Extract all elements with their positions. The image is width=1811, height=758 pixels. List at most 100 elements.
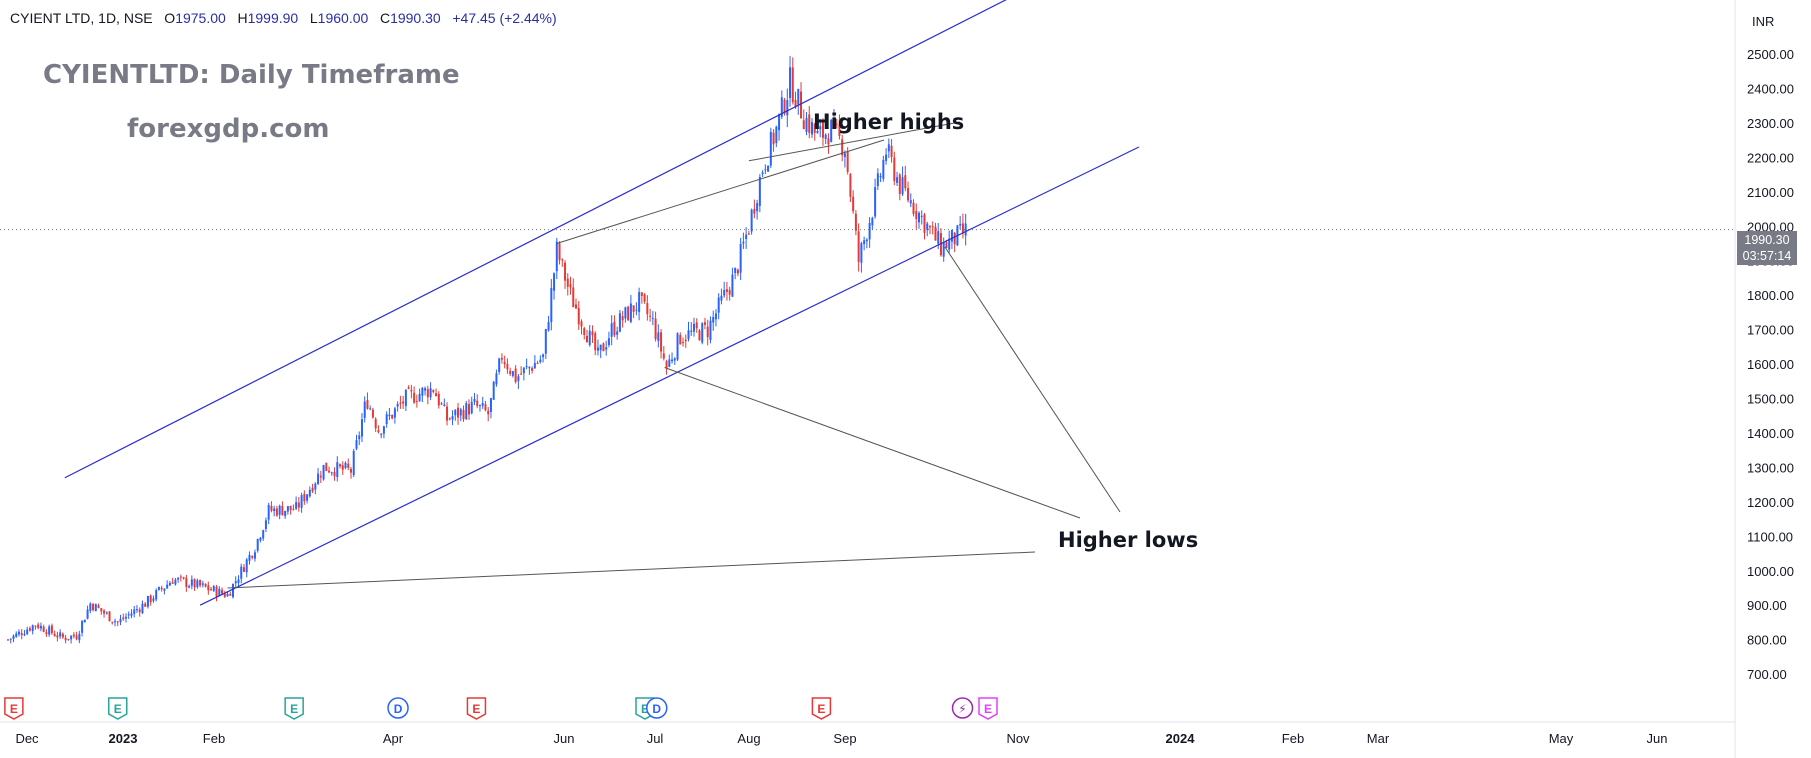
event-label: E: [472, 702, 480, 716]
candle-down: [706, 326, 709, 338]
candle-up: [451, 416, 454, 420]
candle-up: [284, 510, 287, 517]
price-tick-label: 1000.00: [1747, 564, 1794, 579]
candle-up: [860, 243, 863, 263]
candle-up: [673, 358, 676, 361]
price-tick-label: 2300.00: [1747, 116, 1794, 131]
candle-down: [841, 139, 844, 156]
candle-up: [190, 579, 193, 586]
candle-down: [915, 211, 918, 219]
candle-up: [717, 297, 720, 313]
candle-up: [824, 134, 827, 139]
candle-up: [94, 604, 97, 612]
pointer-high-2: [748, 121, 961, 162]
change-value: +47.45 (+2.44%): [452, 10, 557, 26]
candle-down: [682, 342, 685, 344]
candle-up: [553, 273, 556, 291]
event-label: E: [817, 702, 825, 716]
candle-up: [355, 440, 358, 449]
candle-up: [797, 88, 800, 105]
pointer-low-1: [227, 551, 1036, 589]
candle-up: [657, 332, 660, 341]
candle-down: [904, 175, 907, 189]
candle-down: [627, 306, 630, 321]
symbol-legend[interactable]: CYIENT LTD, 1D, NSE O1975.00 H1999.90 L1…: [10, 10, 557, 26]
candle-down: [426, 389, 429, 398]
candle-down: [800, 91, 803, 119]
candle-down: [415, 400, 418, 402]
candle-down: [684, 339, 687, 342]
candle-up: [369, 408, 372, 410]
candle-up: [701, 323, 704, 343]
candle-down: [333, 472, 336, 477]
candle-up: [876, 173, 879, 187]
candle-up: [926, 223, 929, 230]
candle-up: [23, 634, 26, 636]
candle-up: [424, 388, 427, 391]
candle-down: [339, 464, 342, 467]
event-marker-earnings-red: [466, 697, 487, 720]
candle-up: [693, 323, 695, 332]
price-tick-label: 2400.00: [1747, 81, 1794, 96]
candle-up: [352, 450, 355, 475]
candle-up: [629, 303, 632, 322]
candle-down: [679, 335, 682, 345]
candle-down: [520, 373, 523, 375]
candle-up: [731, 274, 734, 297]
candle-up: [12, 635, 15, 639]
candle-down: [835, 123, 838, 125]
time-tick-label: Mar: [1367, 731, 1390, 746]
channel-upper-line: [64, 0, 1007, 479]
event-label: E: [984, 702, 992, 716]
candle-up: [734, 267, 737, 274]
candle-down: [662, 353, 665, 359]
candle-up: [124, 616, 127, 619]
candle-up: [17, 631, 20, 635]
candle-up: [89, 603, 92, 611]
candle-up: [607, 338, 610, 346]
candle-up: [778, 114, 781, 131]
candle-up: [385, 414, 388, 425]
candle-up: [767, 165, 770, 172]
candle-up: [26, 629, 29, 634]
candle-up: [380, 433, 383, 435]
pointer-low-2: [664, 367, 1081, 519]
candle-up: [638, 292, 641, 313]
candle-up: [273, 508, 276, 512]
candle-down: [509, 370, 512, 374]
candle-up: [114, 621, 117, 623]
candle-up: [459, 409, 462, 416]
candle-down: [536, 362, 539, 364]
candle-up: [885, 154, 888, 161]
candle-down: [61, 633, 64, 638]
currency-label[interactable]: INR: [1752, 14, 1775, 29]
candle-up: [245, 559, 248, 573]
price-tick-label: 1700.00: [1747, 323, 1794, 338]
candle-down: [281, 505, 284, 516]
candle-up: [262, 530, 265, 539]
candle-down: [50, 625, 53, 634]
candle-down: [149, 595, 152, 603]
candle-up: [286, 506, 289, 512]
candle-up: [314, 483, 317, 490]
close-label: C: [379, 10, 391, 26]
candle-down: [476, 400, 479, 406]
candle-up: [317, 473, 320, 485]
candle-down: [103, 610, 106, 614]
candle-up: [418, 393, 421, 402]
candle-down: [808, 114, 811, 133]
candle-up: [756, 203, 759, 212]
pointer-low-3: [944, 246, 1121, 513]
candle-up: [687, 330, 690, 340]
time-tick-label: Aug: [737, 731, 760, 746]
candle-down: [413, 392, 416, 403]
candle-up: [141, 603, 144, 614]
candle-down: [572, 287, 575, 308]
time-tick-label: May: [1549, 731, 1574, 746]
candle-up: [237, 579, 240, 583]
candle-up: [745, 234, 748, 239]
price-tick-label: 900.00: [1747, 598, 1787, 613]
candle-up: [388, 414, 391, 417]
candle-up: [547, 322, 550, 331]
